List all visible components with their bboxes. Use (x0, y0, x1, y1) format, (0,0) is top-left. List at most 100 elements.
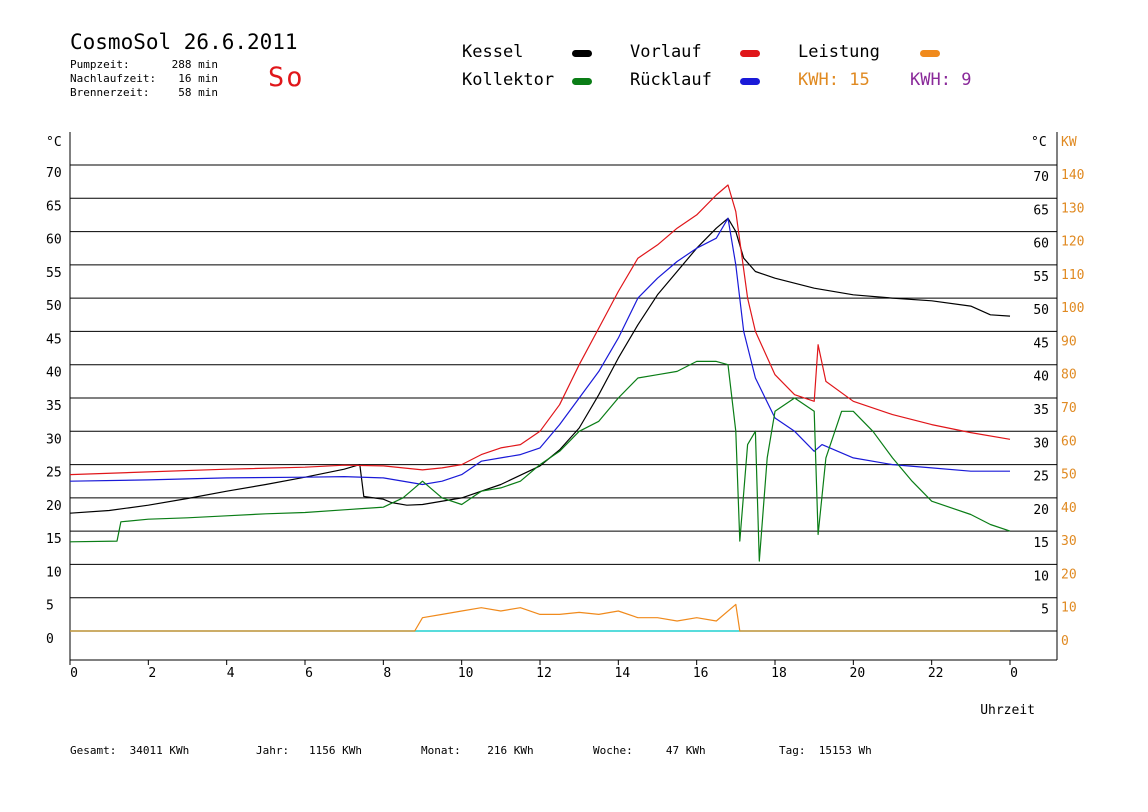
series-line-vorlauf (69, 184, 1011, 476)
legend-kwh1-label: KWH: (798, 70, 839, 90)
y-tick-right-kw-60: 60 (1061, 434, 1077, 449)
footer-jahr: Jahr: 1156 KWh (256, 744, 362, 757)
footer-monat-label: Monat: (421, 744, 461, 757)
y-tick-right-temp-35: 35 (1033, 403, 1049, 418)
x-tick-label-0: 0 (70, 666, 78, 681)
x-tick-label-5: 10 (458, 666, 474, 681)
y-tick-right-temp-55: 55 (1033, 270, 1049, 285)
footer-tag: Tag: 15153 Wh (779, 744, 872, 757)
y-tick-right-temp-5: 5 (1041, 603, 1049, 618)
series-line-rcklauf (69, 217, 1010, 486)
stat-nachlaufzeit-value: 16 min (178, 72, 218, 85)
legend-leistung-swatch (920, 50, 940, 57)
y-axis-unit-right-kw: KW (1061, 135, 1077, 150)
y-tick-right-kw-40: 40 (1061, 501, 1077, 516)
legend-kessel-label: Kessel (462, 42, 524, 62)
footer-gesamt-label: Gesamt: (70, 744, 117, 757)
legend-kwh1-value: 15 (849, 70, 870, 90)
footer-jahr-label: Jahr: (256, 744, 290, 757)
y-tick-right-temp-30: 30 (1033, 436, 1049, 451)
y-tick-left-70: 70 (46, 166, 62, 181)
y-tick-left-0: 0 (46, 632, 54, 647)
stat-pumpzeit-value: 288 min (171, 58, 218, 71)
x-tick-label-9: 18 (771, 666, 787, 681)
y-tick-right-temp-45: 45 (1033, 336, 1049, 351)
y-tick-right-temp-15: 15 (1033, 536, 1049, 551)
series-line-leistung (70, 603, 1010, 632)
x-axis-label: Uhrzeit (980, 703, 1035, 718)
x-tick-label-8: 16 (693, 666, 709, 681)
y-tick-right-kw-140: 140 (1061, 168, 1084, 183)
footer-woche-value: 47 KWh (665, 744, 706, 757)
legend-kessel-swatch (572, 50, 592, 57)
y-tick-right-temp-10: 10 (1033, 569, 1049, 584)
legend-ruecklauf-label: Rücklauf (630, 70, 712, 90)
x-tick-label-7: 14 (615, 666, 631, 681)
y-tick-right-kw-130: 130 (1061, 201, 1084, 216)
y-tick-left-20: 20 (46, 499, 62, 514)
x-tick-label-1: 2 (148, 666, 156, 681)
stat-brennerzeit-value: 58 min (178, 86, 218, 99)
y-tick-right-kw-10: 10 (1061, 601, 1077, 616)
title: CosmoSol 26.6.2011 (70, 30, 298, 54)
footer-monat-value: 216 KWh (487, 744, 534, 757)
footer-monat: Monat: 216 KWh (421, 744, 534, 757)
x-tick-label-3: 6 (305, 666, 313, 681)
y-tick-right-kw-20: 20 (1061, 567, 1077, 582)
y-tick-right-kw-80: 80 (1061, 368, 1077, 383)
legend-vorlauf-label: Vorlauf (630, 42, 702, 62)
footer-woche-label: Woche: (593, 744, 633, 757)
x-tick-label-2: 4 (227, 666, 235, 681)
y-tick-right-kw-90: 90 (1061, 334, 1077, 349)
y-tick-left-15: 15 (46, 532, 62, 547)
x-tick-label-6: 12 (536, 666, 552, 681)
y-tick-left-50: 50 (46, 299, 62, 314)
footer-gesamt: Gesamt: 34011 KWh (70, 744, 189, 757)
y-tick-left-65: 65 (46, 199, 62, 214)
y-tick-left-35: 35 (46, 399, 62, 414)
y-tick-right-temp-65: 65 (1033, 203, 1049, 218)
legend-ruecklauf-swatch (740, 78, 760, 85)
y-tick-right-kw-30: 30 (1061, 534, 1077, 549)
x-tick-label-10: 20 (850, 666, 866, 681)
y-tick-left-60: 60 (46, 233, 62, 248)
legend-kwh2-value: 9 (961, 70, 972, 90)
stat-brennerzeit-label: Brennerzeit: (70, 86, 150, 99)
y-tick-right-temp-20: 20 (1033, 503, 1049, 518)
y-tick-right-kw-120: 120 (1061, 235, 1084, 250)
y-tick-right-temp-50: 50 (1033, 303, 1049, 318)
legend-kollektor-swatch (572, 78, 592, 85)
y-tick-right-kw-70: 70 (1061, 401, 1077, 416)
y-tick-left-55: 55 (46, 266, 62, 281)
y-tick-right-temp-40: 40 (1033, 370, 1049, 385)
y-tick-left-30: 30 (46, 432, 62, 447)
y-tick-left-45: 45 (46, 332, 62, 347)
weekday-label: So (268, 62, 305, 93)
y-tick-right-kw-100: 100 (1061, 301, 1084, 316)
y-axis-unit-left: °C (46, 135, 62, 150)
series-line-kollektor (69, 360, 1011, 562)
footer-tag-value: 15153 Wh (818, 744, 872, 757)
series-line-kessel (69, 217, 1011, 514)
y-tick-right-temp-60: 60 (1033, 237, 1049, 252)
footer-jahr-value: 1156 KWh (309, 744, 362, 757)
legend-kwh1: KWH: 15 (798, 70, 870, 90)
x-tick-label-11: 22 (928, 666, 944, 681)
stat-pumpzeit-label: Pumpzeit: (70, 58, 130, 71)
y-tick-left-25: 25 (46, 466, 62, 481)
footer-tag-label: Tag: (779, 744, 806, 757)
y-tick-left-40: 40 (46, 366, 62, 381)
y-tick-right-kw-110: 110 (1061, 268, 1084, 283)
x-tick-label-4: 8 (383, 666, 391, 681)
legend-kwh2-label: KWH: (910, 70, 951, 90)
y-tick-right-temp-25: 25 (1033, 470, 1049, 485)
y-tick-right-temp-70: 70 (1033, 170, 1049, 185)
legend-kwh2: KWH: 9 (910, 70, 971, 90)
footer-gesamt-value: 34011 KWh (129, 744, 190, 757)
x-tick-label-12: 0 (1010, 666, 1018, 681)
footer-woche: Woche: 47 KWh (593, 744, 706, 757)
y-tick-right-kw-50: 50 (1061, 468, 1077, 483)
y-tick-left-10: 10 (46, 565, 62, 580)
y-tick-left-5: 5 (46, 599, 54, 614)
